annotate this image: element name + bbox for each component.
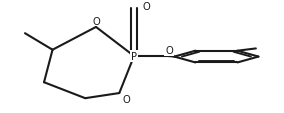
Text: O: O	[165, 45, 173, 55]
Text: O: O	[122, 94, 130, 104]
Text: O: O	[92, 16, 100, 26]
Text: P: P	[131, 52, 137, 61]
Text: O: O	[143, 2, 151, 12]
